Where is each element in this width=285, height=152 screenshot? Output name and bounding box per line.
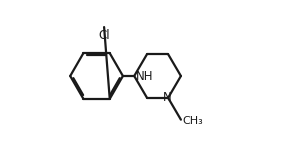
Text: N: N: [163, 91, 172, 104]
Text: Cl: Cl: [98, 29, 110, 41]
Text: NH: NH: [136, 70, 154, 83]
Text: CH₃: CH₃: [182, 116, 203, 126]
